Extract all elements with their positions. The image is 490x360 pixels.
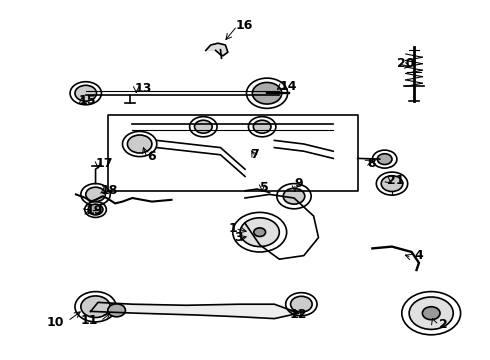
Circle shape [381, 176, 403, 192]
Polygon shape [206, 43, 228, 56]
Text: 1: 1 [229, 222, 238, 235]
Text: 10: 10 [46, 316, 64, 329]
Circle shape [377, 154, 392, 165]
Circle shape [422, 307, 440, 320]
Text: 2: 2 [439, 318, 447, 330]
Circle shape [86, 187, 105, 202]
Text: 17: 17 [96, 157, 113, 170]
Circle shape [409, 297, 453, 329]
Circle shape [127, 135, 152, 153]
Circle shape [252, 82, 282, 104]
Circle shape [75, 85, 97, 101]
Text: 12: 12 [289, 309, 307, 321]
Circle shape [283, 188, 305, 204]
Text: 11: 11 [80, 314, 98, 327]
Circle shape [254, 228, 266, 237]
Text: 14: 14 [279, 80, 297, 93]
Text: 6: 6 [147, 150, 156, 163]
Circle shape [240, 218, 279, 247]
Text: 20: 20 [397, 57, 415, 69]
Text: 18: 18 [100, 184, 118, 197]
Text: 8: 8 [368, 157, 376, 170]
Circle shape [108, 304, 125, 317]
Circle shape [195, 120, 212, 133]
Text: 16: 16 [235, 19, 252, 32]
Circle shape [88, 204, 103, 215]
Text: 15: 15 [78, 94, 96, 107]
Circle shape [253, 120, 271, 133]
Text: 9: 9 [294, 177, 303, 190]
Text: 3: 3 [234, 231, 243, 244]
Text: 5: 5 [260, 181, 269, 194]
Text: 19: 19 [86, 204, 103, 217]
Text: 4: 4 [414, 249, 423, 262]
Text: 21: 21 [387, 174, 405, 186]
Text: 7: 7 [250, 148, 259, 161]
Polygon shape [91, 302, 299, 319]
Circle shape [81, 296, 110, 318]
Text: 13: 13 [135, 82, 152, 95]
Circle shape [291, 296, 312, 312]
